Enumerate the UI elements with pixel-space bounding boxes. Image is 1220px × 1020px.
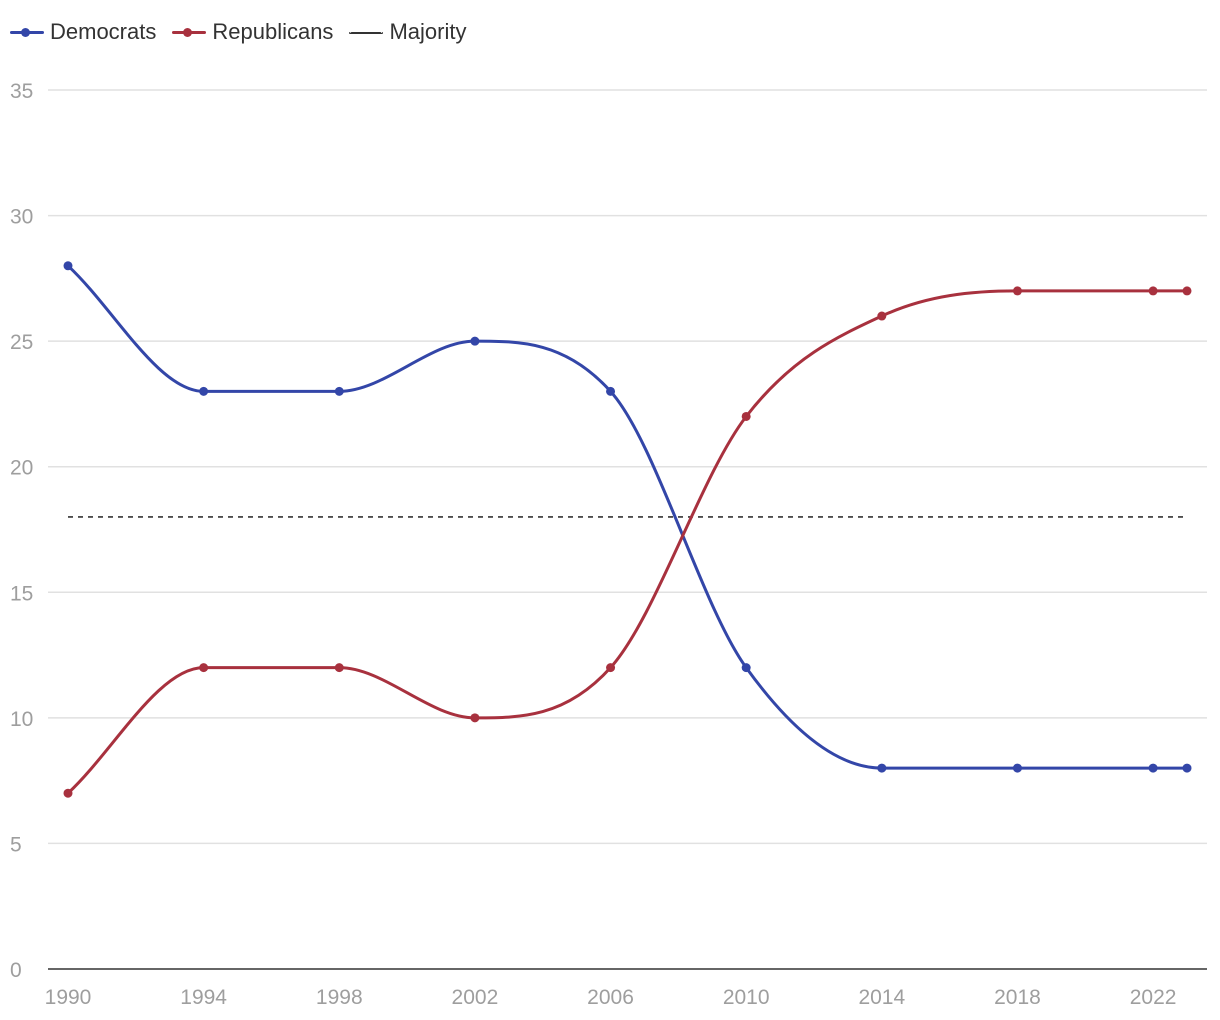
y-tick-label-35: 35 xyxy=(10,80,33,103)
x-tick-label-2018: 2018 xyxy=(994,986,1041,1009)
legend-label-majority: Majority xyxy=(389,19,467,44)
x-tick-label-2014: 2014 xyxy=(858,986,905,1009)
y-tick-label-20: 20 xyxy=(10,457,33,480)
legend-label-democrats: Democrats xyxy=(50,19,157,44)
legend-item-republicans[interactable]: Republicans xyxy=(172,19,333,45)
x-tick-label-2010: 2010 xyxy=(723,986,770,1009)
legend-swatch-democrats xyxy=(10,25,44,39)
data-point-republicans-2023 xyxy=(1182,286,1192,296)
y-tick-label-5: 5 xyxy=(10,833,22,856)
series-line-republicans xyxy=(66,289,1187,795)
x-tick-label-1998: 1998 xyxy=(316,986,363,1009)
x-tick-label-1990: 1990 xyxy=(45,986,92,1009)
x-tick-label-2022: 2022 xyxy=(1130,986,1177,1009)
data-point-republicans-1990 xyxy=(63,788,73,798)
y-tick-label-30: 30 xyxy=(10,206,33,229)
y-tick-label-25: 25 xyxy=(10,331,33,354)
x-tick-label-2006: 2006 xyxy=(587,986,634,1009)
legend-item-majority[interactable]: Majority xyxy=(349,19,466,45)
data-point-republicans-2018 xyxy=(1012,286,1022,296)
data-point-republicans-2014 xyxy=(877,311,887,321)
series-line-democrats xyxy=(66,264,1187,770)
data-point-democrats-2006 xyxy=(606,386,616,396)
data-point-republicans-1998 xyxy=(334,663,344,673)
legend: Democrats Republicans Majority xyxy=(10,14,482,50)
data-point-democrats-2002 xyxy=(470,336,480,346)
y-tick-label-10: 10 xyxy=(10,708,33,731)
data-point-democrats-2022 xyxy=(1148,763,1158,773)
legend-label-republicans: Republicans xyxy=(212,19,334,44)
legend-swatch-majority xyxy=(349,25,384,39)
data-point-democrats-2014 xyxy=(877,763,887,773)
data-point-democrats-1990 xyxy=(63,261,73,271)
data-point-democrats-2018 xyxy=(1012,763,1022,773)
legend-swatch-republicans xyxy=(172,25,207,39)
data-point-democrats-1994 xyxy=(199,386,209,396)
data-point-republicans-2002 xyxy=(470,713,480,723)
y-tick-label-15: 15 xyxy=(10,582,33,605)
y-tick-label-0: 0 xyxy=(10,959,22,982)
data-point-republicans-2022 xyxy=(1148,286,1158,296)
x-tick-label-2002: 2002 xyxy=(452,986,499,1009)
data-point-democrats-2023 xyxy=(1182,763,1192,773)
data-point-republicans-1994 xyxy=(199,663,209,673)
legend-item-democrats[interactable]: Democrats xyxy=(10,19,156,45)
data-point-democrats-2010 xyxy=(741,663,751,673)
data-point-democrats-1998 xyxy=(334,386,344,396)
data-point-republicans-2010 xyxy=(741,411,751,421)
data-point-republicans-2006 xyxy=(606,663,616,673)
x-tick-label-1994: 1994 xyxy=(180,986,227,1009)
